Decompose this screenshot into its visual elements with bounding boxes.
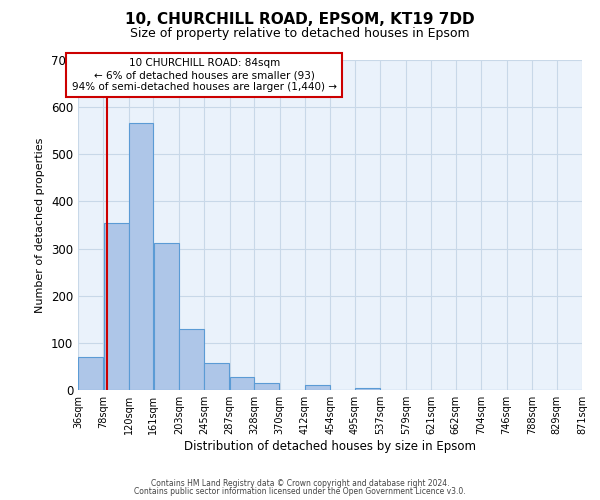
Bar [355,388,380,390]
Text: Contains HM Land Registry data © Crown copyright and database right 2024.: Contains HM Land Registry data © Crown c… [151,478,449,488]
Bar [129,122,153,390]
Bar [305,386,330,390]
Text: 10 CHURCHILL ROAD: 84sqm
← 6% of detached houses are smaller (93)
94% of semi-de: 10 CHURCHILL ROAD: 84sqm ← 6% of detache… [71,58,337,92]
X-axis label: Distribution of detached houses by size in Epsom: Distribution of detached houses by size … [184,440,476,453]
Text: 10, CHURCHILL ROAD, EPSOM, KT19 7DD: 10, CHURCHILL ROAD, EPSOM, KT19 7DD [125,12,475,28]
Bar [104,222,128,390]
Bar [78,357,103,390]
Y-axis label: Number of detached properties: Number of detached properties [35,138,46,312]
Bar [230,377,254,390]
Bar [254,384,280,390]
Bar [205,362,229,390]
Bar [154,243,179,390]
Bar [179,328,204,390]
Text: Size of property relative to detached houses in Epsom: Size of property relative to detached ho… [130,28,470,40]
Text: Contains public sector information licensed under the Open Government Licence v3: Contains public sector information licen… [134,487,466,496]
